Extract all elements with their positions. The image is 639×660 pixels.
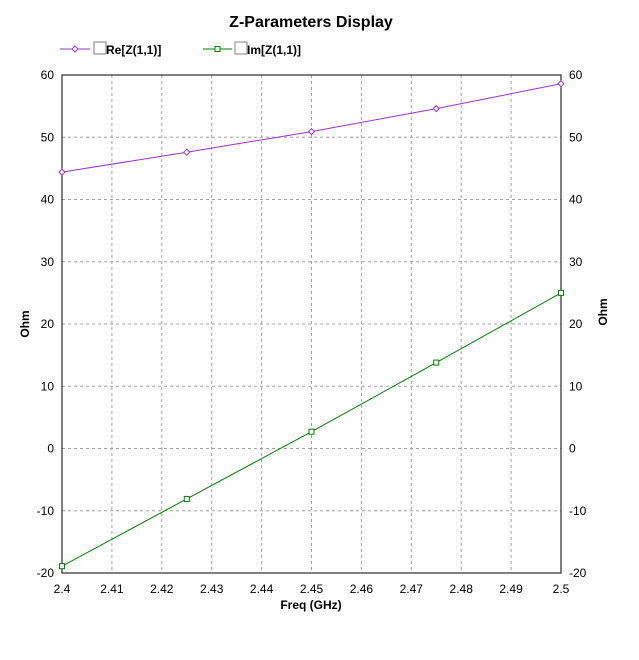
y-right-tick-label: 30 bbox=[569, 255, 583, 269]
y-left-tick-label: 40 bbox=[41, 193, 55, 207]
y-right-tick-label: 60 bbox=[569, 68, 583, 82]
x-tick-label: 2.44 bbox=[250, 582, 274, 596]
data-point-diamond bbox=[307, 127, 316, 136]
x-tick-label: 2.4 bbox=[54, 582, 71, 596]
y-left-tick-label: 10 bbox=[41, 379, 55, 393]
y-axis-right: -20 -10 0 10 20 30 40 50 60 bbox=[569, 68, 587, 580]
y-right-tick-label: 20 bbox=[569, 317, 583, 331]
x-tick-label: 2.47 bbox=[400, 582, 424, 596]
x-tick-label: 2.43 bbox=[200, 582, 224, 596]
y-right-tick-label: 10 bbox=[569, 379, 583, 393]
series-layer bbox=[58, 80, 565, 570]
y-left-tick-label: 20 bbox=[41, 317, 55, 331]
y-left-tick-label: -20 bbox=[37, 566, 55, 580]
x-tick-label: 2.46 bbox=[350, 582, 374, 596]
legend-marker-re bbox=[71, 45, 79, 53]
legend-checkbox-im[interactable] bbox=[234, 41, 248, 55]
legend-item-im: Im[Z(1,1)] bbox=[203, 41, 301, 57]
data-point-square bbox=[59, 563, 65, 570]
data-point-square bbox=[433, 359, 440, 366]
x-tick-label: 2.49 bbox=[499, 582, 523, 596]
plot-area bbox=[61, 74, 562, 574]
series-line bbox=[61, 83, 562, 173]
x-axis-label: Freq (GHz) bbox=[280, 598, 341, 612]
y-axis-left: -20 -10 0 10 20 30 40 50 60 bbox=[37, 68, 55, 580]
legend-marker-im bbox=[214, 46, 221, 52]
y-right-tick-label: -20 bbox=[569, 566, 587, 580]
data-point-square bbox=[183, 495, 190, 502]
chart-title: Z-Parameters Display bbox=[229, 14, 393, 31]
x-tick-label: 2.48 bbox=[450, 582, 474, 596]
x-tick-label: 2.41 bbox=[100, 582, 124, 596]
series-1 bbox=[59, 289, 564, 570]
y-right-tick-label: 40 bbox=[569, 193, 583, 207]
legend: Re[Z(1,1)] Im[Z(1,1)] bbox=[60, 41, 301, 57]
y-right-tick-label: 50 bbox=[569, 130, 583, 144]
y-left-tick-label: 0 bbox=[47, 442, 54, 456]
x-tick-label: 2.45 bbox=[300, 582, 324, 596]
y-axis-label-left: Ohm bbox=[18, 310, 32, 337]
legend-label-re: Re[Z(1,1)] bbox=[106, 43, 161, 57]
y-left-tick-label: 50 bbox=[41, 130, 55, 144]
y-axis-label-right: Ohm bbox=[596, 298, 610, 325]
y-left-tick-label: -10 bbox=[37, 504, 55, 518]
data-point-square bbox=[308, 428, 315, 435]
data-point-diamond bbox=[58, 168, 66, 176]
y-left-tick-label: 30 bbox=[41, 255, 55, 269]
x-tick-label: 2.5 bbox=[553, 582, 570, 596]
data-point-diamond bbox=[432, 104, 440, 113]
series-0 bbox=[58, 80, 565, 176]
y-right-tick-label: 0 bbox=[569, 442, 576, 456]
x-axis: 2.4 2.41 2.42 2.43 2.44 2.45 2.46 2.47 2.48 2.49 2… bbox=[54, 582, 570, 596]
data-point-diamond bbox=[557, 80, 565, 88]
data-point-square bbox=[558, 289, 564, 296]
legend-item-re: Re[Z(1,1)] bbox=[60, 41, 161, 57]
data-point-diamond bbox=[183, 148, 191, 156]
x-tick-label: 2.42 bbox=[150, 582, 174, 596]
y-right-tick-label: -10 bbox=[569, 504, 587, 518]
y-left-tick-label: 60 bbox=[41, 68, 55, 82]
grid bbox=[62, 75, 561, 573]
legend-checkbox-re[interactable] bbox=[93, 41, 107, 55]
legend-label-im: Im[Z(1,1)] bbox=[247, 43, 301, 57]
